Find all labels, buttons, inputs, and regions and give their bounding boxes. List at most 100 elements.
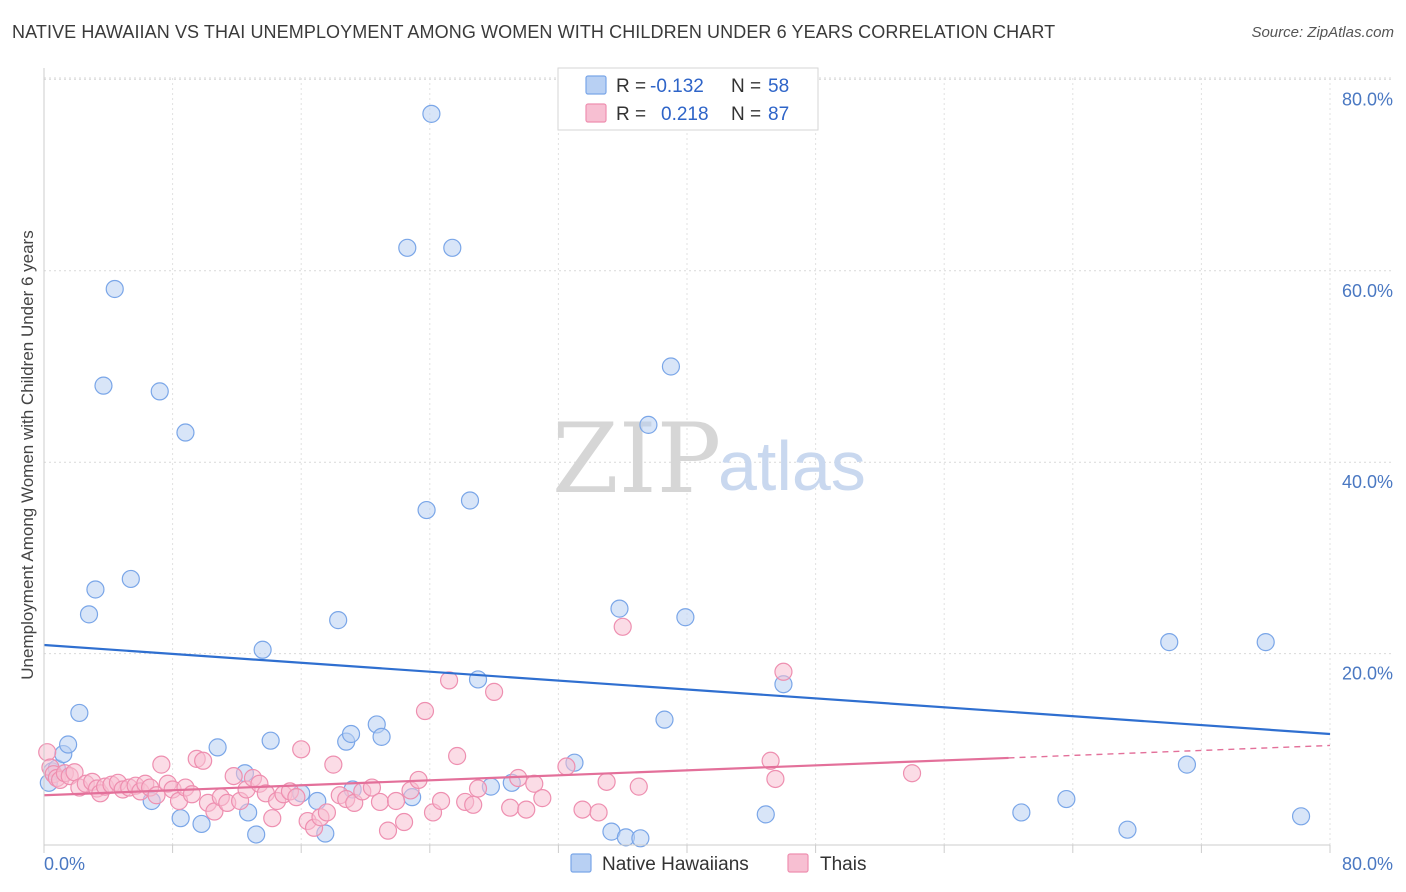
data-point xyxy=(317,803,337,822)
legend-n-label-2: N = xyxy=(731,104,761,125)
data-point xyxy=(448,746,467,766)
legend-r-label-1: R = xyxy=(616,76,646,97)
data-point xyxy=(439,671,459,690)
data-point xyxy=(1291,807,1311,826)
data-point xyxy=(485,682,504,701)
y-tick-label: 40.0% xyxy=(1342,472,1393,492)
data-point xyxy=(372,727,391,746)
x-tick-label-min: 0.0% xyxy=(44,854,85,874)
data-point xyxy=(247,825,266,844)
data-point xyxy=(415,701,435,721)
data-point xyxy=(1057,789,1076,809)
data-point xyxy=(631,829,650,848)
data-point xyxy=(176,423,195,442)
data-point xyxy=(253,640,272,659)
legend-n-value-2: 87 xyxy=(768,104,789,125)
data-point xyxy=(533,789,552,808)
data-point xyxy=(79,605,99,624)
data-point xyxy=(676,608,695,627)
legend-n-value-1: 58 xyxy=(768,76,789,97)
data-point xyxy=(263,809,282,828)
legend-swatch-thais xyxy=(585,103,607,123)
watermark-atlas: atlas xyxy=(718,427,866,505)
trend-line-thais xyxy=(43,756,1009,797)
data-point xyxy=(194,751,213,770)
data-point xyxy=(613,617,632,636)
series-thais-points xyxy=(38,617,922,840)
trend-line-thais-extension xyxy=(1008,744,1331,759)
data-point xyxy=(386,791,406,811)
y-tick-label: 60.0% xyxy=(1342,281,1393,301)
data-point xyxy=(431,791,451,811)
data-point xyxy=(774,662,793,681)
data-point xyxy=(394,812,414,832)
data-point xyxy=(661,357,681,376)
data-point xyxy=(557,757,576,776)
data-point xyxy=(378,821,398,840)
x-tick-label-max: 80.0% xyxy=(1342,854,1393,874)
data-point xyxy=(292,740,311,759)
data-point xyxy=(756,805,775,824)
data-point xyxy=(422,104,441,123)
data-point xyxy=(468,779,488,798)
data-point xyxy=(208,738,227,757)
legend-box: R = -0.132 N = 58 R = 0.218 N = 87 xyxy=(557,67,819,131)
trend-line-native-hawaiians xyxy=(43,643,1331,736)
data-point xyxy=(370,792,390,812)
axes-layer: 20.0% 40.0% 60.0% 80.0% 0.0% 80.0% xyxy=(43,68,1393,874)
points-layer xyxy=(38,104,1311,848)
legend-n-label-1: N = xyxy=(731,76,761,97)
data-point xyxy=(1160,633,1179,652)
data-point xyxy=(417,500,436,520)
data-point xyxy=(86,580,105,599)
data-point xyxy=(1012,803,1031,822)
data-point xyxy=(639,415,658,434)
data-point xyxy=(398,238,417,257)
data-point xyxy=(224,766,243,786)
y-tick-label: 80.0% xyxy=(1342,89,1393,109)
watermark: ZIP atlas xyxy=(552,403,866,515)
data-point xyxy=(341,724,361,744)
data-point xyxy=(597,772,616,791)
trend-layer xyxy=(43,643,1331,797)
data-point xyxy=(629,777,648,796)
y-tick-label: 20.0% xyxy=(1342,664,1393,684)
data-point xyxy=(324,755,343,774)
bottom-legend-label-native-hawaiians: Native Hawaiians xyxy=(602,854,749,875)
data-point xyxy=(287,788,306,807)
data-point xyxy=(152,755,171,774)
legend-swatch-native-hawaiians xyxy=(585,75,607,95)
data-point xyxy=(150,382,169,401)
data-point xyxy=(610,599,629,618)
data-point xyxy=(105,279,124,299)
data-point xyxy=(589,803,608,822)
data-point xyxy=(94,376,113,395)
data-point xyxy=(1118,820,1137,839)
data-point xyxy=(501,798,520,817)
data-point xyxy=(1256,633,1275,652)
data-point xyxy=(192,814,211,834)
chart-title: NATIVE HAWAIIAN VS THAI UNEMPLOYMENT AMO… xyxy=(12,22,1056,42)
series-native-hawaiians-points xyxy=(39,104,1311,848)
legend-r-value-2: 0.218 xyxy=(661,104,709,125)
data-point xyxy=(460,491,480,510)
data-point xyxy=(766,769,785,789)
data-point xyxy=(70,703,89,723)
bottom-legend: Native Hawaiians Thais xyxy=(570,853,866,875)
data-point xyxy=(1177,755,1197,774)
data-point xyxy=(59,735,78,754)
data-point xyxy=(902,764,922,783)
data-point xyxy=(38,743,57,762)
chart-source: Source: ZipAtlas.com xyxy=(1251,24,1394,41)
data-point xyxy=(464,795,483,814)
data-point xyxy=(517,800,536,819)
bottom-legend-swatch-native-hawaiians xyxy=(570,853,592,873)
data-point xyxy=(443,238,462,257)
bottom-legend-label-thais: Thais xyxy=(820,854,866,875)
legend-r-label-2: R = xyxy=(616,104,646,125)
data-point xyxy=(761,751,780,770)
data-point xyxy=(121,569,140,589)
data-point xyxy=(573,800,592,819)
data-point xyxy=(171,809,190,828)
